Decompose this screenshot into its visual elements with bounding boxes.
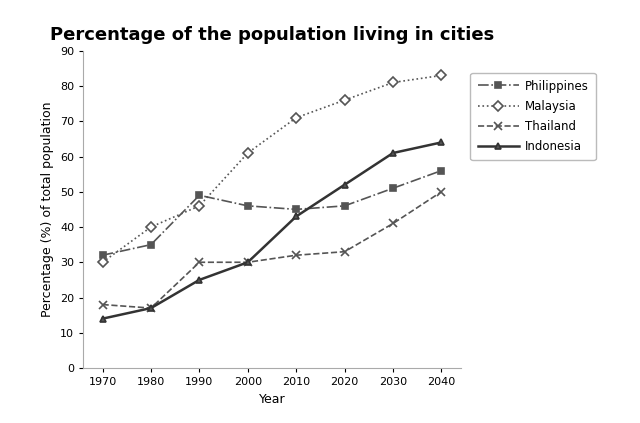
Title: Percentage of the population living in cities: Percentage of the population living in c… <box>50 26 494 44</box>
Indonesia <box>292 214 300 219</box>
Legend: Philippines, Malaysia, Thailand, Indonesia: Philippines, Malaysia, Thailand, Indones… <box>470 72 596 160</box>
Indonesia <box>196 277 204 283</box>
Philippines <box>389 186 397 191</box>
Thailand <box>340 249 348 254</box>
Indonesia <box>147 305 155 310</box>
Malaysia <box>438 73 445 78</box>
Philippines <box>244 203 252 209</box>
Line: Malaysia: Malaysia <box>99 72 445 266</box>
Thailand <box>147 305 155 310</box>
Line: Thailand: Thailand <box>99 187 445 312</box>
Indonesia <box>99 316 106 321</box>
Thailand <box>438 189 445 194</box>
Thailand <box>99 302 106 307</box>
Philippines <box>196 193 204 198</box>
Malaysia <box>196 203 204 209</box>
Malaysia <box>389 80 397 85</box>
Indonesia <box>340 182 348 187</box>
Malaysia <box>340 98 348 103</box>
Indonesia <box>438 140 445 145</box>
Thailand <box>196 260 204 265</box>
Line: Indonesia: Indonesia <box>99 139 445 322</box>
Malaysia <box>99 260 106 265</box>
Indonesia <box>389 151 397 156</box>
Philippines <box>438 168 445 173</box>
Indonesia <box>244 260 252 265</box>
Malaysia <box>244 151 252 156</box>
Malaysia <box>292 115 300 120</box>
Line: Philippines: Philippines <box>99 167 445 259</box>
Philippines <box>147 242 155 247</box>
Philippines <box>99 253 106 258</box>
Philippines <box>340 203 348 209</box>
Y-axis label: Percentage (%) of total population: Percentage (%) of total population <box>42 102 54 317</box>
Philippines <box>292 207 300 212</box>
Thailand <box>244 260 252 265</box>
Malaysia <box>147 225 155 230</box>
X-axis label: Year: Year <box>259 393 285 406</box>
Thailand <box>292 253 300 258</box>
Thailand <box>389 221 397 226</box>
